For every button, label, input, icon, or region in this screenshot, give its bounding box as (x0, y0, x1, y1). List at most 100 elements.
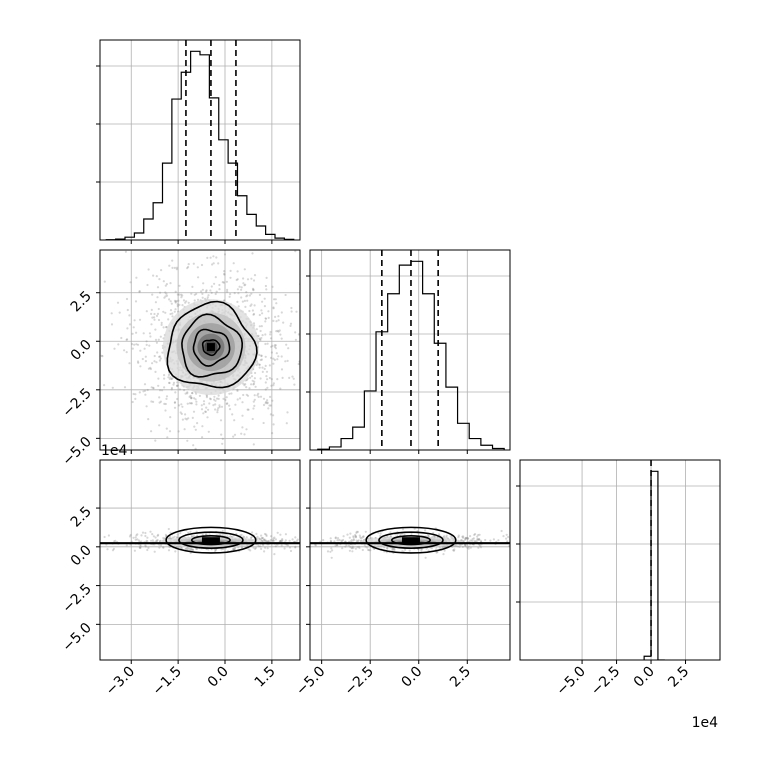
density-1-2-point (209, 397, 212, 400)
density-1-2-point (200, 404, 203, 407)
density-2-3-point (329, 540, 332, 543)
density-1-2-point (277, 355, 280, 358)
density-1-2-point (170, 377, 173, 381)
density-2-3-point (349, 532, 352, 535)
density-1-2-point (157, 318, 161, 322)
density-1-2-point (243, 299, 246, 302)
density-1-3-point (190, 534, 193, 537)
density-2-3-point (354, 547, 357, 550)
density-1-3-point (266, 547, 269, 550)
density-1-2-point (176, 303, 179, 306)
density-1-2-point (149, 335, 152, 338)
density-1-2-point (260, 354, 263, 358)
density-1-2-point (216, 411, 219, 414)
density-1-2-point (163, 377, 166, 380)
density-1-3-point (174, 550, 177, 553)
density-1-3-point (173, 535, 176, 538)
density-1-3-point (214, 550, 217, 553)
density-1-3-point (261, 537, 264, 540)
density-1-2-point (223, 253, 227, 256)
density-1-2-point (145, 340, 148, 343)
density-1-3-point (171, 536, 174, 539)
density-1-2-content (100, 250, 316, 471)
x_param1-label-3: 1.5 (252, 664, 279, 691)
density-2-3-point (354, 535, 357, 538)
density-1-2-point (220, 433, 223, 436)
density-1-3-point (140, 534, 143, 537)
density-1-2-point (169, 312, 172, 316)
density-1-3-point (263, 538, 266, 541)
density-2-3-point (336, 537, 340, 540)
density-1-2-point (173, 299, 177, 302)
density-1-2-contour-1 (181, 313, 244, 378)
density-1-2-point (161, 389, 164, 392)
density-2-3-point (489, 539, 492, 542)
density-1-2-point (162, 310, 165, 313)
density-1-3-point (289, 549, 293, 553)
density-1-2-point (169, 300, 172, 303)
density-1-3-point (146, 536, 149, 539)
density-1-3-point (134, 538, 137, 541)
density-1-2-point (269, 337, 273, 340)
density-2-3-point (369, 536, 372, 540)
density-2-3-point (334, 537, 337, 540)
density-1-2-point (144, 393, 147, 396)
density-1-2-contour-2 (192, 328, 231, 367)
density-1-2-point (170, 386, 173, 390)
density-1-2-point (241, 414, 244, 417)
density-1-3-point (273, 553, 276, 556)
density-1-2-point (267, 407, 270, 410)
density-1-3-point (259, 545, 262, 548)
density-1-3-point (260, 547, 263, 551)
density-2-3-point (445, 536, 448, 539)
density-1-2-point (180, 293, 183, 296)
density-1-3-point (129, 533, 132, 537)
density-1-3-point (259, 538, 262, 541)
density-1-2-point (196, 298, 200, 301)
density-2-3-point (359, 536, 362, 539)
density-2-3-point (352, 538, 356, 541)
density-1-2-point (314, 336, 316, 338)
density-2-3-point (469, 535, 472, 538)
density-1-2-point (261, 366, 264, 369)
hist-2-grid (306, 250, 510, 454)
density-1-3-point (274, 545, 277, 548)
density-1-2-point (138, 318, 142, 321)
density-1-2-frame (99, 249, 301, 451)
x_param2-label-0: −5.0 (293, 664, 328, 699)
density-2-3-point (330, 547, 333, 550)
density-1-3-point (169, 535, 172, 539)
density-1-3-point (144, 531, 147, 535)
density-1-3-point (281, 538, 284, 541)
density-1-3-content (100, 526, 300, 556)
density-1-2-point (264, 317, 267, 320)
density-1-2-point (159, 357, 162, 360)
density-2-3-point (352, 539, 355, 542)
density-1-2-point (267, 310, 270, 313)
density-1-3-point (146, 548, 149, 552)
density-2-3-point (424, 556, 427, 559)
density-1-2-point (131, 347, 134, 350)
density-1-2-point (277, 319, 280, 322)
density-1-2-point (168, 430, 172, 433)
density-1-2-point (233, 292, 236, 295)
density-1-2-point (164, 295, 167, 298)
density-2-3-point (479, 546, 483, 549)
density-1-2-point (131, 400, 134, 404)
density-1-2-point (221, 437, 224, 440)
density-1-2-point (252, 289, 255, 292)
density-1-2-point (156, 296, 159, 299)
x_param3-label-3: 2.5 (665, 664, 692, 691)
density-1-3-frame (99, 459, 301, 661)
density-1-2-point (150, 400, 153, 403)
density-1-2-point (138, 290, 141, 293)
density-1-2-point (228, 408, 232, 411)
density-1-2-point (154, 370, 157, 373)
density-1-2-point (253, 398, 256, 401)
density-1-2-point (292, 377, 295, 380)
density-1-2-point (194, 469, 196, 471)
density-1-3-point (242, 535, 245, 538)
density-1-2-point (278, 329, 281, 332)
density-1-2-point (123, 386, 127, 389)
density-1-2-point (246, 294, 249, 297)
